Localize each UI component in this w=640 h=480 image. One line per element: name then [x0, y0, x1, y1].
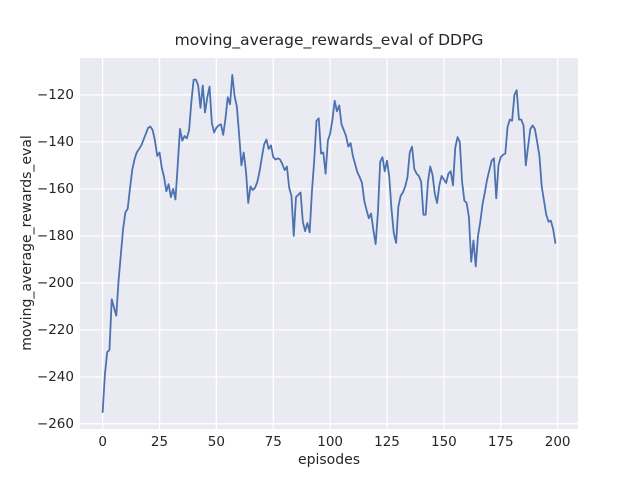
y-tick-label: −240	[36, 368, 74, 385]
x-tick-label: 150	[430, 434, 457, 450]
x-tick-label: 75	[264, 434, 282, 450]
y-tick-label: −260	[36, 415, 74, 432]
x-tick-label: 175	[487, 434, 514, 450]
y-tick-label: −200	[36, 274, 74, 291]
y-tick-label: −160	[36, 180, 74, 197]
chart-title: moving_average_rewards_eval of DDPG	[174, 31, 484, 49]
x-tick-label: 25	[150, 434, 169, 450]
plot-svg	[80, 58, 578, 429]
plot-area	[80, 58, 578, 429]
x-tick-label: 125	[374, 434, 400, 450]
x-tick-label: 100	[317, 434, 344, 450]
x-tick-label: 200	[544, 434, 571, 450]
y-tick-label: −220	[36, 321, 74, 338]
y-tick-label: −140	[36, 133, 74, 150]
x-tick-label: 0	[98, 434, 107, 450]
x-axis-label: episodes	[297, 452, 361, 468]
y-tick-label: −180	[36, 227, 74, 244]
reward-line-series	[101, 74, 557, 413]
y-tick-label: −120	[36, 86, 74, 103]
x-tick-label: 50	[207, 434, 225, 450]
